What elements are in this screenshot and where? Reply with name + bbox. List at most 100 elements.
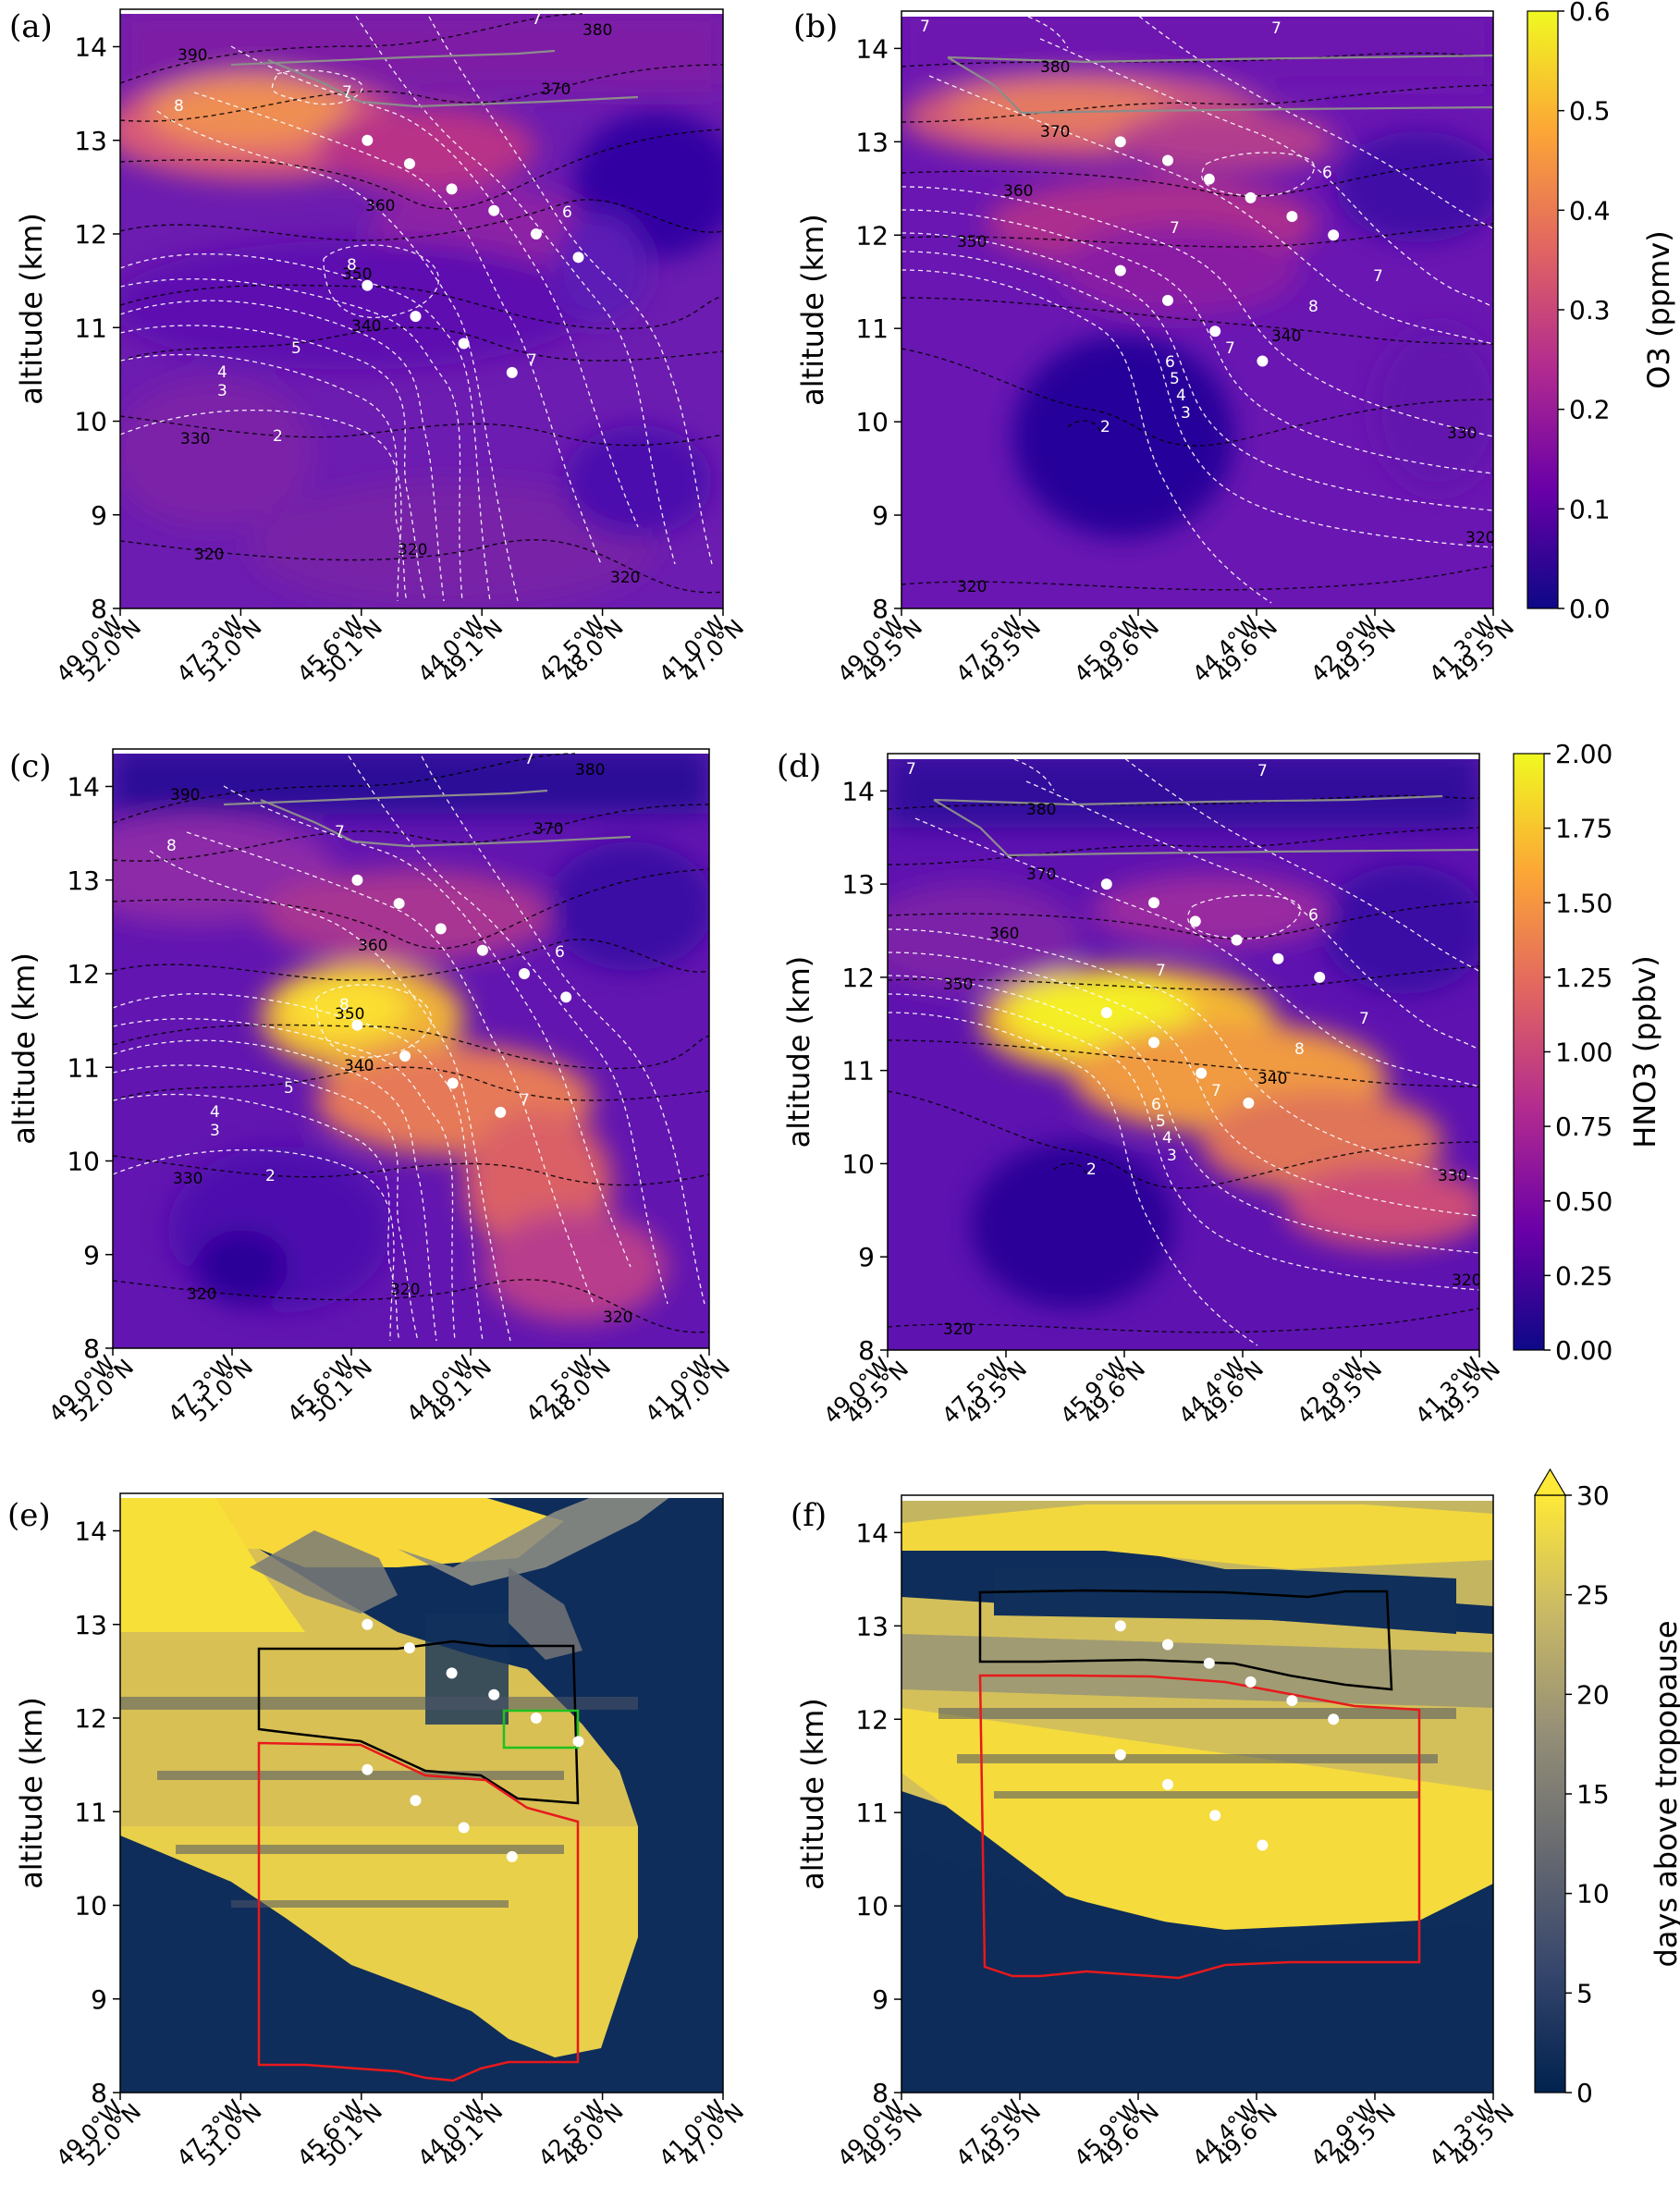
measurement-point [447,1077,459,1089]
measurement-points [1100,878,1326,1109]
pv-label: 7 [920,18,930,36]
colorbar-tick-label: 0.4 [1569,195,1611,226]
measurement-point [362,279,374,291]
pv-label: 7 [532,10,542,29]
y-tick-label: 14 [74,32,107,63]
colorbar-tick-label: 15 [1576,1779,1610,1810]
measurement-point [495,1106,507,1118]
panel-c: (c) [6,748,735,1427]
theta-label: 350 [342,265,372,284]
pv-label: 6 [1308,906,1318,925]
pv-label: 7 [1211,1082,1221,1100]
measurement-point [403,158,415,170]
pv-label: 7 [524,750,534,768]
pv-label: 7 [1373,267,1383,286]
colorbar-tick-label: 25 [1576,1580,1610,1611]
theta-label: 350 [335,1005,364,1024]
measurement-point [1162,154,1173,166]
axes-frame [901,10,1494,609]
pv-label: 6 [1165,353,1175,372]
y-tick-label: 9 [91,500,107,531]
colorbar-tick-label: 0.5 [1569,96,1611,127]
theta-label: 380 [1040,58,1070,77]
panel-label-a: (a) [9,8,53,45]
measurement-point [1148,897,1159,909]
measurement-point [1272,952,1284,964]
colorbar-tick-label: 0 [1576,2078,1593,2108]
measurement-point [1114,136,1126,148]
y-tick-label: 12 [855,1704,889,1735]
colorbar-tick-label: 1.25 [1555,963,1613,993]
colorbar-tick-label: 0.3 [1569,295,1611,325]
theta-label: 370 [533,820,563,839]
axes-frame [119,8,724,609]
panel-label-e: (e) [7,1497,51,1534]
measurement-point [399,1050,411,1062]
measurement-point [1257,1839,1269,1851]
colorbar-o3: 0.0 0.1 0.2 0.3 0.4 0.5 0.6 O3 (ppmv) [1527,0,1676,624]
y-tick-label: 9 [872,500,889,531]
y-tick-label: 9 [872,1984,889,2015]
y-tick-label: 9 [83,1240,100,1271]
theta-label: 340 [344,1057,374,1075]
y-axis-label: altitude (km) [781,956,816,1148]
pv-label: 5 [284,1079,294,1098]
y-tick-label: 8 [91,594,107,624]
y-tick-label: 12 [855,220,889,251]
pv-label: 8 [174,97,184,116]
y-axis-label: altitude (km) [14,213,49,405]
pv-label: 5 [291,339,301,358]
pv-label: 2 [1100,418,1110,436]
pv-label: 3 [1181,404,1191,423]
measurement-point [1328,1713,1340,1725]
measurement-point [1245,191,1257,203]
y-tick-label: 13 [74,126,107,156]
y-tick-label: 13 [855,1611,889,1641]
measurement-points [1114,1620,1340,1851]
colorbar-tick-label: 5 [1576,1978,1593,2008]
pv-label: 6 [555,943,565,962]
theta-label: 320 [1452,1271,1481,1290]
y-axis-label: altitude (km) [14,1697,49,1889]
pv-label: 8 [1308,298,1318,316]
y-tick-label: 10 [74,1891,107,1921]
theta-label: 320 [1465,529,1495,547]
colorbar-tick-label: 0.6 [1569,0,1611,27]
pv-label: 7 [1156,962,1166,980]
y-tick-label: 11 [841,1056,875,1087]
y-tick-label: 12 [841,963,875,993]
theta-label: 370 [1026,866,1056,884]
pv-label: 7 [342,83,352,102]
pv-label: 2 [1086,1160,1097,1179]
measurement-point [488,1688,500,1700]
measurement-point [1162,1639,1173,1651]
measurement-point [1245,1676,1257,1688]
measurement-point [1189,915,1201,927]
pv-label: 2 [265,1167,276,1185]
y-tick-label: 12 [67,959,100,989]
y-tick-label: 13 [841,869,875,900]
y-tick-label: 11 [855,1798,889,1828]
measurement-point [458,338,470,350]
measurement-point [1162,294,1173,306]
y-tick-label: 10 [67,1147,100,1177]
theta-label: 360 [365,197,395,215]
measurement-point [506,366,518,378]
measurement-point [362,1763,374,1775]
measurement-point [1209,1810,1221,1822]
measurement-point [410,311,422,323]
plot-area-b: 380 370 360 350 340 330 320 320 7 7 6 7 … [901,11,1495,608]
pv-label: 5 [1170,370,1180,388]
colorbar-label: HNO3 (ppbv) [1627,955,1662,1148]
plot-area-a: 390 380 370 360 350 340 330 320 320 320 … [120,9,723,608]
pv-label: 7 [527,351,537,370]
y-tick-label: 14 [855,33,889,64]
theta-label: 320 [603,1308,632,1327]
colorbar-tick-label: 0.2 [1569,395,1611,425]
pv-label: 4 [210,1103,220,1122]
theta-label: 350 [943,976,973,994]
measurement-point [1203,173,1215,185]
y-tick-label: 9 [858,1242,875,1272]
y-tick-label: 10 [74,407,107,437]
